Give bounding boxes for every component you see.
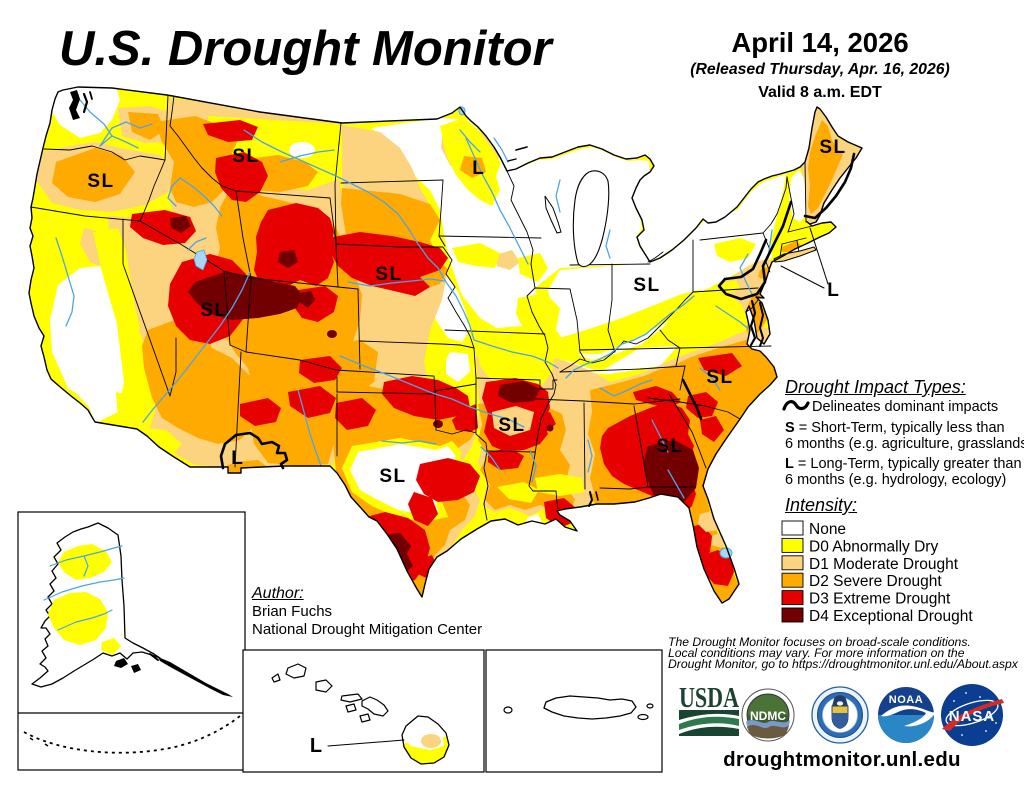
svg-text:L: L — [472, 158, 484, 179]
svg-text:SL: SL — [656, 436, 683, 457]
svg-text:L: L — [310, 735, 322, 757]
svg-text:L: L — [827, 280, 839, 301]
svg-text:SL: SL — [375, 264, 402, 285]
svg-text:USDA: USDA — [679, 683, 740, 714]
svg-text:NOAA: NOAA — [889, 694, 923, 706]
svg-text:SL: SL — [819, 137, 846, 158]
svg-text:NASA: NASA — [949, 708, 996, 725]
svg-text:SL: SL — [706, 367, 733, 388]
svg-text:L: L — [231, 448, 243, 469]
svg-text:SL: SL — [633, 275, 660, 296]
svg-text:D3 Extreme Drought: D3 Extreme Drought — [809, 591, 951, 608]
svg-text:D0 Abnormally Dry: D0 Abnormally Dry — [809, 538, 938, 555]
svg-text:SL: SL — [87, 171, 114, 192]
svg-text:D2 Severe Drought: D2 Severe Drought — [809, 573, 942, 590]
svg-text:SL: SL — [232, 146, 259, 167]
svg-text:SL: SL — [200, 300, 227, 321]
svg-text:SL: SL — [498, 415, 525, 436]
svg-text:SL: SL — [379, 466, 406, 487]
svg-text:D1 Moderate Drought: D1 Moderate Drought — [809, 556, 959, 573]
svg-text:D4 Exceptional Drought: D4 Exceptional Drought — [809, 608, 973, 625]
svg-text:None: None — [809, 521, 846, 538]
svg-text:NDMC: NDMC — [750, 709, 786, 723]
